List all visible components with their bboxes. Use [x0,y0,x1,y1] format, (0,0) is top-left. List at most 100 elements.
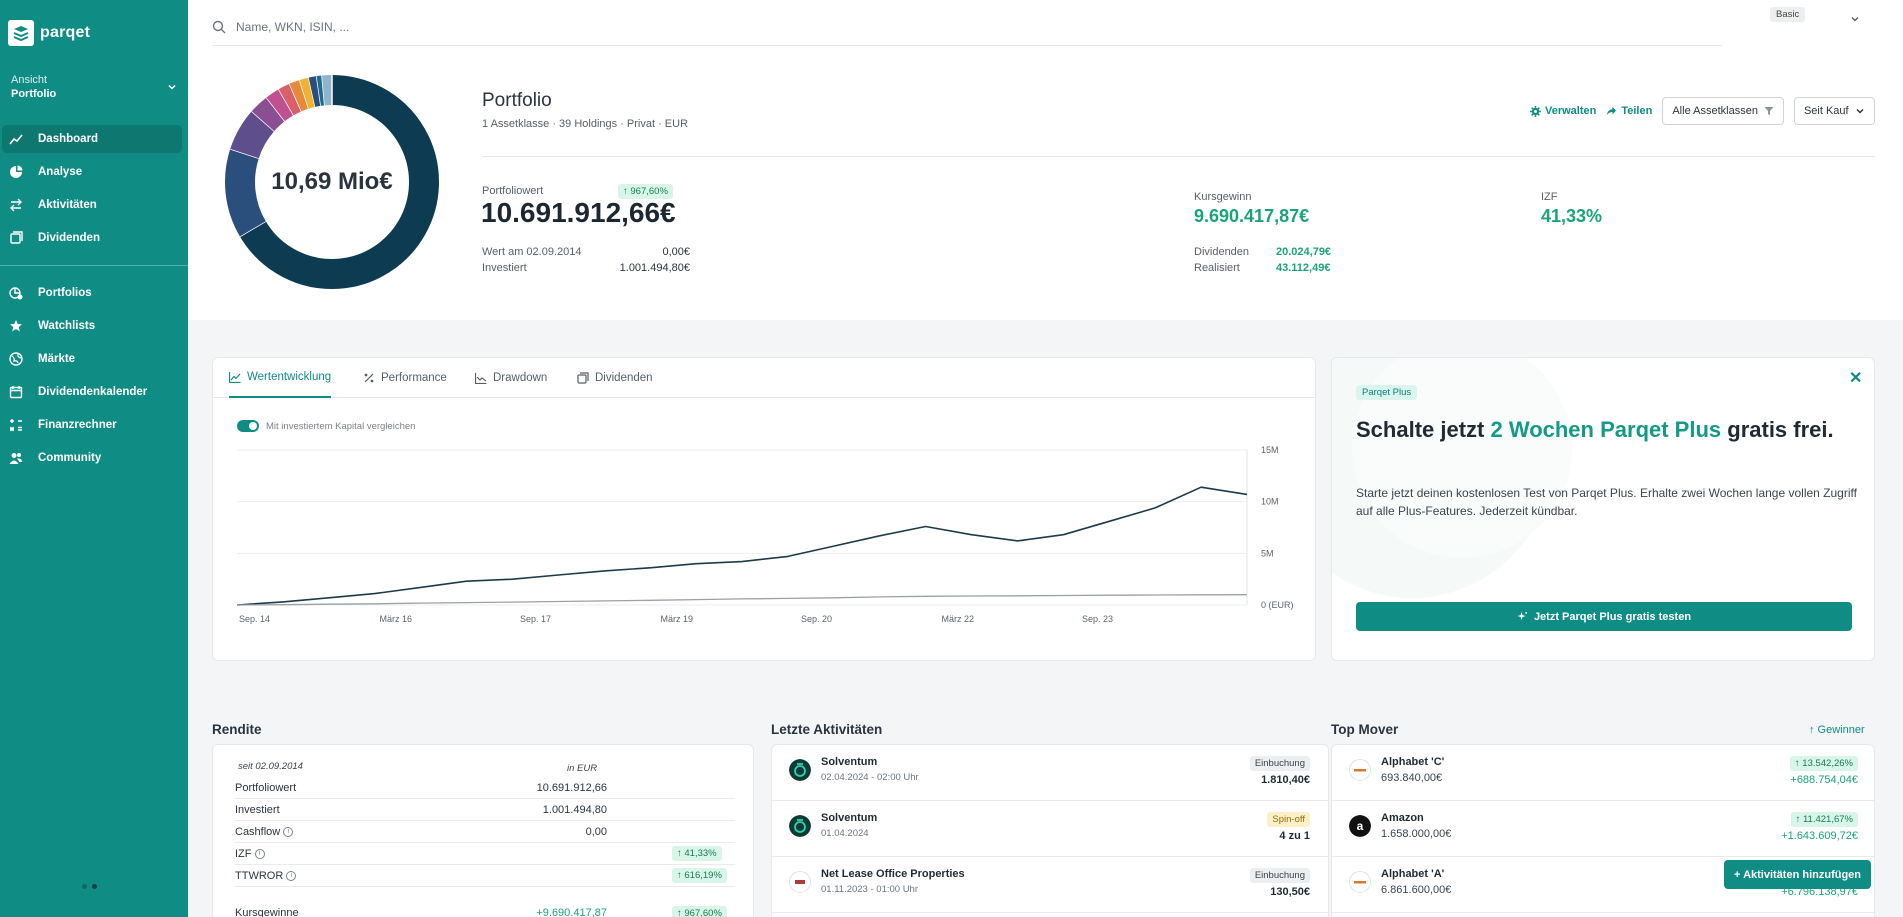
series-line[interactable] [237,486,1248,606]
sidebar-item-dividendenkalender[interactable]: Dividendenkalender [2,378,182,406]
realized-label: Realisiert [1194,262,1240,274]
portfolio-value-badge: ↑ 967,60% [618,184,673,199]
donut-chart[interactable] [224,74,440,290]
sidebar-item-label: Dividendenkalender [38,386,148,398]
line-chart-icon [229,372,241,383]
rendite-row: Kursgewinne +9.690.417,87 ↑ 967,60% [235,902,735,917]
series-line[interactable] [237,594,1248,606]
carousel-dots[interactable] [82,884,97,889]
sidebar-item-label: Portfolios [38,287,92,299]
y-tick-label: 5M [1261,548,1274,558]
sidebar-item-dashboard[interactable]: Dashboard [2,125,182,153]
start-value: 0,00€ [662,246,690,258]
allocation-donut[interactable]: 10,69 Mio€ [224,74,440,290]
sidebar-item-portfolios[interactable]: Portfolios [2,279,182,307]
filter-icon [1764,107,1774,115]
manage-button[interactable]: Verwalten [1530,105,1596,117]
info-icon[interactable]: i [254,848,265,859]
activity-row[interactable]: Solventum 02.04.2024 - 02:00 Uhr Einbuch… [772,745,1328,801]
coins-icon [577,372,589,384]
close-icon[interactable]: ✕ [1849,370,1863,387]
share-button[interactable]: Teilen [1606,105,1652,117]
sidebar-item-analyse[interactable]: Analyse [2,158,182,186]
period-select[interactable]: Seit Kauf [1793,97,1875,125]
sidebar-item-community[interactable]: Community [2,444,182,472]
x-tick-label: Sep. 23 [1082,614,1113,624]
activity-date: 01.11.2023 - 01:00 Uhr [821,884,919,895]
tab-wertentwicklung[interactable]: Wertentwicklung [229,358,332,398]
mover-row[interactable]: Alphabet 'A' 6.861.600,00€ +6.796.138,97… [1332,857,1874,913]
activity-date: 02.04.2024 - 02:00 Uhr [821,772,919,783]
mover-row[interactable]: Alphabet 'C' 693.840,00€ ↑ 13.542,26% +6… [1332,745,1874,801]
x-tick-label: März 19 [661,614,694,624]
activity-type-badge: Einbuchung [1249,756,1310,771]
users-icon [9,453,23,464]
rendite-row: TTWROR i ↑ 616,19% [235,865,735,887]
value-line-chart[interactable]: 15M 10M 5M 0 (EUR) Sep. 14 März 16 Sep. 17 März… [237,440,1297,650]
mover-name: Alphabet 'C' [1381,756,1445,768]
carousel-dot-active[interactable] [92,884,97,889]
view-selector-label: Ansicht [11,74,48,86]
compare-toggle[interactable] [237,420,259,432]
solventum-logo-icon [789,759,811,781]
activity-name: Solventum [821,756,878,768]
mover-row[interactable]: a Amazon 1.658.000,00€ ↑ 11.421,67% +1.6… [1332,801,1874,857]
promo-title-start: Schalte jetzt [1356,417,1491,442]
donut-segment[interactable] [230,111,275,159]
mover-price: 693.840,00€ [1381,772,1443,784]
y-tick-label: 0 (EUR) [1261,600,1294,610]
sidebar-item-finanzrechner[interactable]: Finanzrechner [2,411,182,439]
search-bar[interactable] [212,8,1722,46]
portfolio-actions: Verwalten Teilen Alle Assetklassen Seit … [1530,97,1875,125]
portfolio-meta: 1 Assetklasse · 39 Holdings · Privat · E… [482,118,689,130]
donut-segment[interactable] [239,75,439,289]
start-trial-label: Jetzt Parqet Plus gratis testen [1533,610,1692,623]
gainers-toggle[interactable]: ↑ Gewinner [1809,724,1865,736]
amazon-logo-icon: a [1349,815,1371,837]
view-selector[interactable]: Ansicht Portfolio [11,74,177,100]
activity-row[interactable]: Net Lease Office Properties 01.11.2023 -… [772,857,1328,913]
rendite-row: Portfoliowert 10.691.912,66 [235,777,735,799]
logo[interactable]: parqet [8,20,90,46]
sidebar-item-dividenden[interactable]: Dividenden [2,224,182,252]
activity-row[interactable]: Solventum 01.04.2024 Spin-off 4 zu 1 [772,801,1328,857]
add-activities-button[interactable]: + Aktivitäten hinzufügen [1724,860,1872,889]
sidebar: parqet Ansicht Portfolio Dashboard Analy… [0,0,188,917]
globe-icon [9,352,23,366]
portfolio-header [188,0,1903,320]
share-label: Teilen [1621,105,1653,117]
tab-dividenden[interactable]: Dividenden [577,358,653,398]
tab-drawdown[interactable]: Drawdown [475,358,547,398]
tab-performance[interactable]: Performance [363,358,447,398]
sparkle-icon [1517,611,1528,621]
chevron-down-icon [1856,109,1864,114]
sidebar-item-maerkte[interactable]: Märkte [2,345,182,373]
activity-name: Solventum [821,812,878,824]
start-trial-button[interactable]: Jetzt Parqet Plus gratis testen [1356,602,1852,631]
info-icon[interactable]: i [286,870,297,881]
chart-tabs: Wertentwicklung Performance Drawdown Div… [213,358,1315,398]
page-title: Portfolio [482,90,552,111]
promo-text: Starte jetzt deinen kostenlosen Test von… [1356,486,1857,518]
rendite-row-badge: ↑ 41,33% [672,846,722,861]
mover-change: +6.796.138,97€ [1781,886,1858,898]
promo-title-highlight: 2 Wochen Parqet Plus [1490,417,1722,442]
sidebar-item-watchlists[interactable]: Watchlists [2,312,182,340]
asset-class-filter[interactable]: Alle Assetklassen [1662,97,1784,125]
chevron-down-icon[interactable] [1850,14,1860,24]
performance-chart-card: Wertentwicklung Performance Drawdown Div… [212,357,1316,661]
search-input[interactable] [236,19,636,34]
mover-badge: ↑ 13.542,26% [1789,756,1858,771]
donut-segment[interactable] [225,148,266,237]
x-tick-label: März 22 [942,614,975,624]
calculator-icon [9,419,22,432]
start-value-label: Wert am 02.09.2014 [482,246,582,258]
sidebar-item-aktivitaeten[interactable]: Aktivitäten [2,191,182,219]
carousel-dot[interactable] [82,884,87,889]
promo-title-end: gratis frei. [1721,417,1834,442]
rendite-row-value: +9.690.417,87 [536,907,607,917]
info-icon[interactable]: i [283,826,294,837]
rendite-title: Rendite [212,722,262,737]
mover-name: Alphabet 'A' [1381,868,1445,880]
sidebar-item-label: Dividenden [38,232,100,244]
